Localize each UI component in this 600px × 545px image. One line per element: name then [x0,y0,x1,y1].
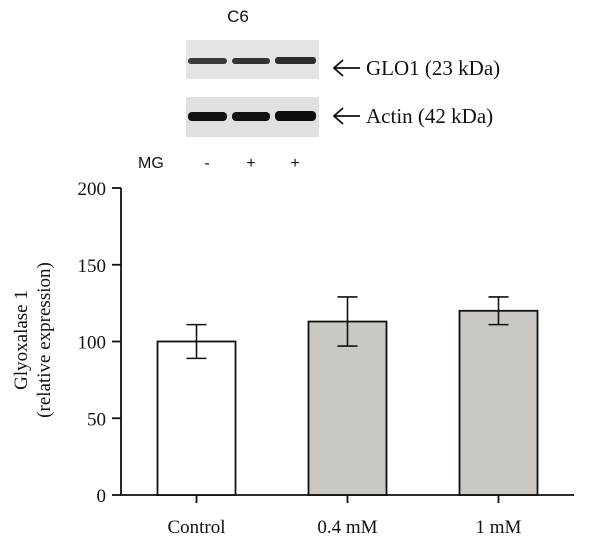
actin-label: Actin (42 kDa) [366,104,493,128]
bar-series [156,309,539,496]
actin-band-2 [232,112,270,121]
glo1-band-2 [232,58,270,64]
glo1-arrow-icon [332,59,360,77]
actin-blot [186,97,319,137]
error-bar-3 [488,296,509,326]
y-tick-label: 100 [78,333,107,354]
mg-sign-lane-2: + [246,155,255,172]
x-tick-label: Control [167,517,225,538]
error-bar-series [186,296,509,360]
x-tick-label: 0.4 mM [317,517,377,538]
chart: Glyoxalase 1 (relative expression) 0 50 10… [11,179,574,538]
glo1-label: GLO1 (23 kDa) [366,56,500,80]
y-tick-label: 200 [78,179,107,200]
actin-arrow-icon [332,107,360,125]
y-tick-label: 50 [87,409,106,430]
glo1-band-3 [275,57,316,64]
x-tick-label: 1 mM [476,517,522,538]
mg-treatment-label: MG [138,155,164,172]
mg-sign-lane-3: + [290,155,299,172]
bar-3 [458,309,539,496]
glo1-band-1 [188,58,227,64]
y-axis-title-line-2: (relative expression) [34,262,55,418]
mg-sign-lane-1: - [204,155,209,172]
x-tick-labels: Control 0.4 mM 1 mM [167,517,521,538]
y-axis-title-line-1: Glyoxalase 1 [11,290,32,390]
error-bar-1 [186,323,207,360]
y-tick-label: 0 [97,486,107,507]
x-axis [121,494,574,503]
y-axis: 0 50 100 150 200 [78,179,122,507]
actin-band-1 [188,112,227,121]
cell-line-title: C6 [227,7,249,26]
bar-1 [156,340,237,496]
error-bar-2 [337,296,358,347]
bar-2 [307,320,388,496]
actin-band-3 [275,111,316,121]
glo1-blot [186,40,319,79]
y-tick-label: 150 [78,256,107,277]
